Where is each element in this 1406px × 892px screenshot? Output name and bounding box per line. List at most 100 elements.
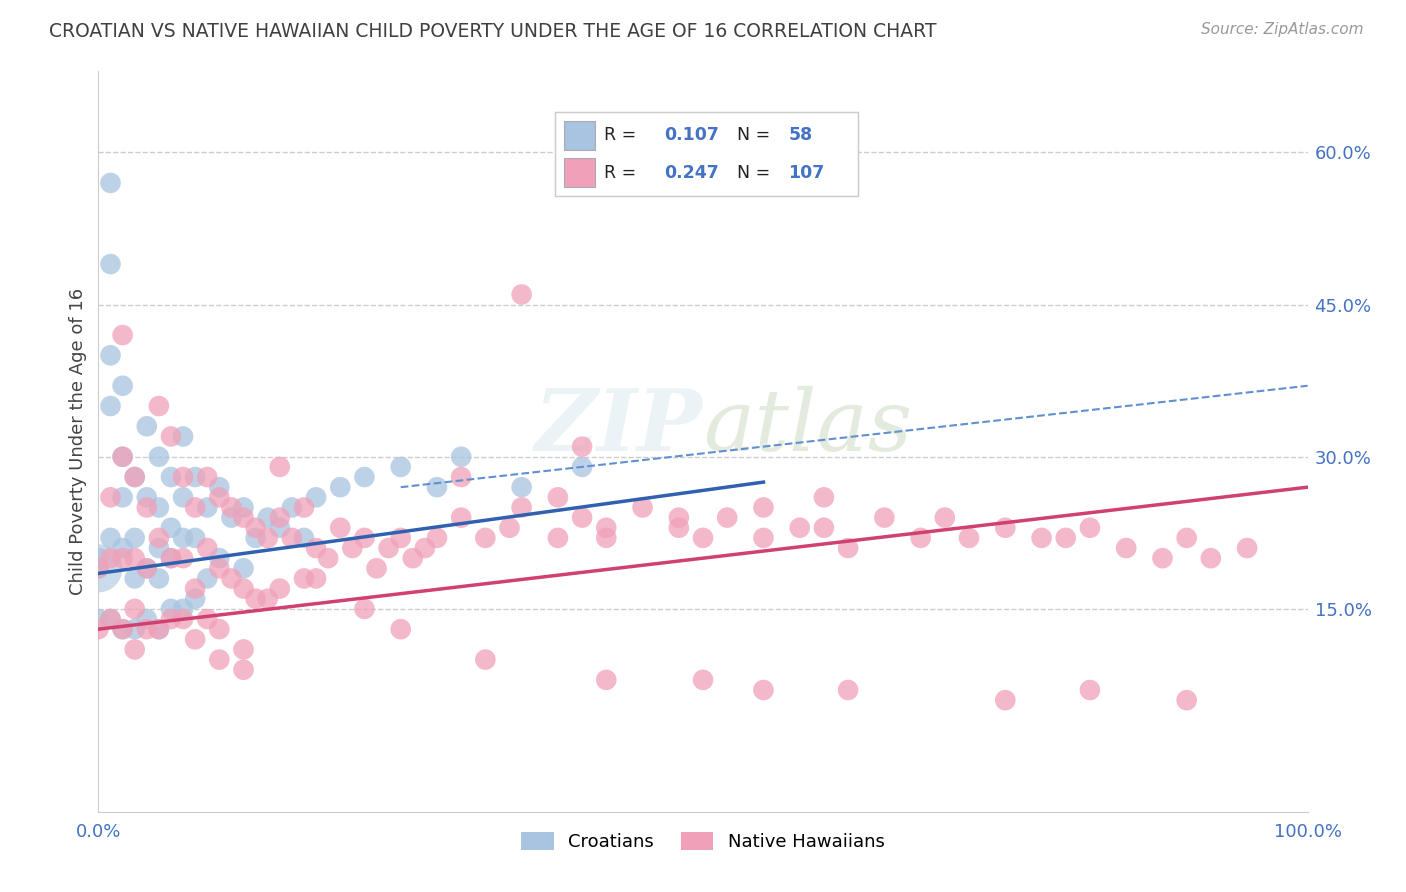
Point xyxy=(426,531,449,545)
Point xyxy=(292,500,315,515)
Point xyxy=(160,551,183,566)
Point xyxy=(1078,521,1101,535)
Point xyxy=(148,500,170,515)
Text: CROATIAN VS NATIVE HAWAIIAN CHILD POVERTY UNDER THE AGE OF 16 CORRELATION CHART: CROATIAN VS NATIVE HAWAIIAN CHILD POVERT… xyxy=(49,22,936,41)
Point xyxy=(668,521,690,535)
Point xyxy=(87,551,110,566)
Point xyxy=(135,419,157,434)
Point xyxy=(389,459,412,474)
Point xyxy=(245,591,267,606)
Point xyxy=(292,531,315,545)
Point xyxy=(111,491,134,505)
Point xyxy=(124,642,146,657)
Point xyxy=(184,470,207,484)
Point xyxy=(208,561,231,575)
Point xyxy=(595,521,617,535)
Point xyxy=(510,500,533,515)
Point xyxy=(837,541,859,555)
Point xyxy=(111,450,134,464)
Point xyxy=(148,399,170,413)
Point xyxy=(148,571,170,585)
Point xyxy=(813,521,835,535)
Point xyxy=(329,480,352,494)
Point xyxy=(571,459,593,474)
Point xyxy=(87,622,110,636)
Point xyxy=(160,612,183,626)
Point xyxy=(1236,541,1258,555)
Point xyxy=(232,642,254,657)
Text: N =: N = xyxy=(737,127,776,145)
Point xyxy=(160,551,183,566)
Point xyxy=(124,531,146,545)
Point xyxy=(111,622,134,636)
Point xyxy=(1175,531,1198,545)
Point xyxy=(135,612,157,626)
Point xyxy=(135,500,157,515)
Point xyxy=(208,491,231,505)
Point xyxy=(208,622,231,636)
Point xyxy=(160,429,183,443)
Point xyxy=(269,521,291,535)
Point xyxy=(571,440,593,454)
Point xyxy=(1031,531,1053,545)
Point xyxy=(402,551,425,566)
Point xyxy=(172,470,194,484)
Point xyxy=(148,622,170,636)
Text: 0.247: 0.247 xyxy=(664,163,718,181)
Point xyxy=(111,328,134,343)
Point xyxy=(221,510,243,524)
Point xyxy=(195,571,218,585)
Text: 58: 58 xyxy=(789,127,813,145)
Point xyxy=(148,531,170,545)
Legend: Croatians, Native Hawaiians: Croatians, Native Hawaiians xyxy=(515,824,891,858)
Point xyxy=(232,663,254,677)
Point xyxy=(716,510,738,524)
Point xyxy=(813,491,835,505)
Point xyxy=(450,510,472,524)
Y-axis label: Child Poverty Under the Age of 16: Child Poverty Under the Age of 16 xyxy=(69,288,87,595)
Point xyxy=(195,541,218,555)
Point xyxy=(1078,683,1101,698)
Point xyxy=(281,531,304,545)
Point xyxy=(752,500,775,515)
Point xyxy=(292,571,315,585)
Point xyxy=(510,480,533,494)
Point xyxy=(100,612,122,626)
Point xyxy=(195,500,218,515)
Point xyxy=(100,399,122,413)
Point xyxy=(353,531,375,545)
Point xyxy=(172,551,194,566)
Point xyxy=(752,683,775,698)
Point xyxy=(269,459,291,474)
Point xyxy=(389,531,412,545)
Text: 107: 107 xyxy=(789,163,824,181)
Point xyxy=(377,541,399,555)
Point xyxy=(135,561,157,575)
Point xyxy=(232,582,254,596)
Point xyxy=(208,480,231,494)
Point xyxy=(124,622,146,636)
Point xyxy=(957,531,980,545)
Point xyxy=(232,510,254,524)
Point xyxy=(124,470,146,484)
Text: R =: R = xyxy=(603,127,641,145)
Point xyxy=(172,531,194,545)
Point xyxy=(281,500,304,515)
Point xyxy=(184,500,207,515)
Point xyxy=(269,582,291,596)
Point xyxy=(1152,551,1174,566)
Point xyxy=(752,531,775,545)
Point xyxy=(245,531,267,545)
Point xyxy=(595,531,617,545)
Point xyxy=(184,632,207,647)
Point xyxy=(148,622,170,636)
Text: 0.107: 0.107 xyxy=(664,127,718,145)
Point xyxy=(910,531,932,545)
Point xyxy=(474,652,496,666)
Point xyxy=(160,602,183,616)
Text: atlas: atlas xyxy=(703,385,912,468)
Point xyxy=(100,348,122,362)
Text: ZIP: ZIP xyxy=(536,385,703,468)
Point xyxy=(195,470,218,484)
Point xyxy=(172,602,194,616)
